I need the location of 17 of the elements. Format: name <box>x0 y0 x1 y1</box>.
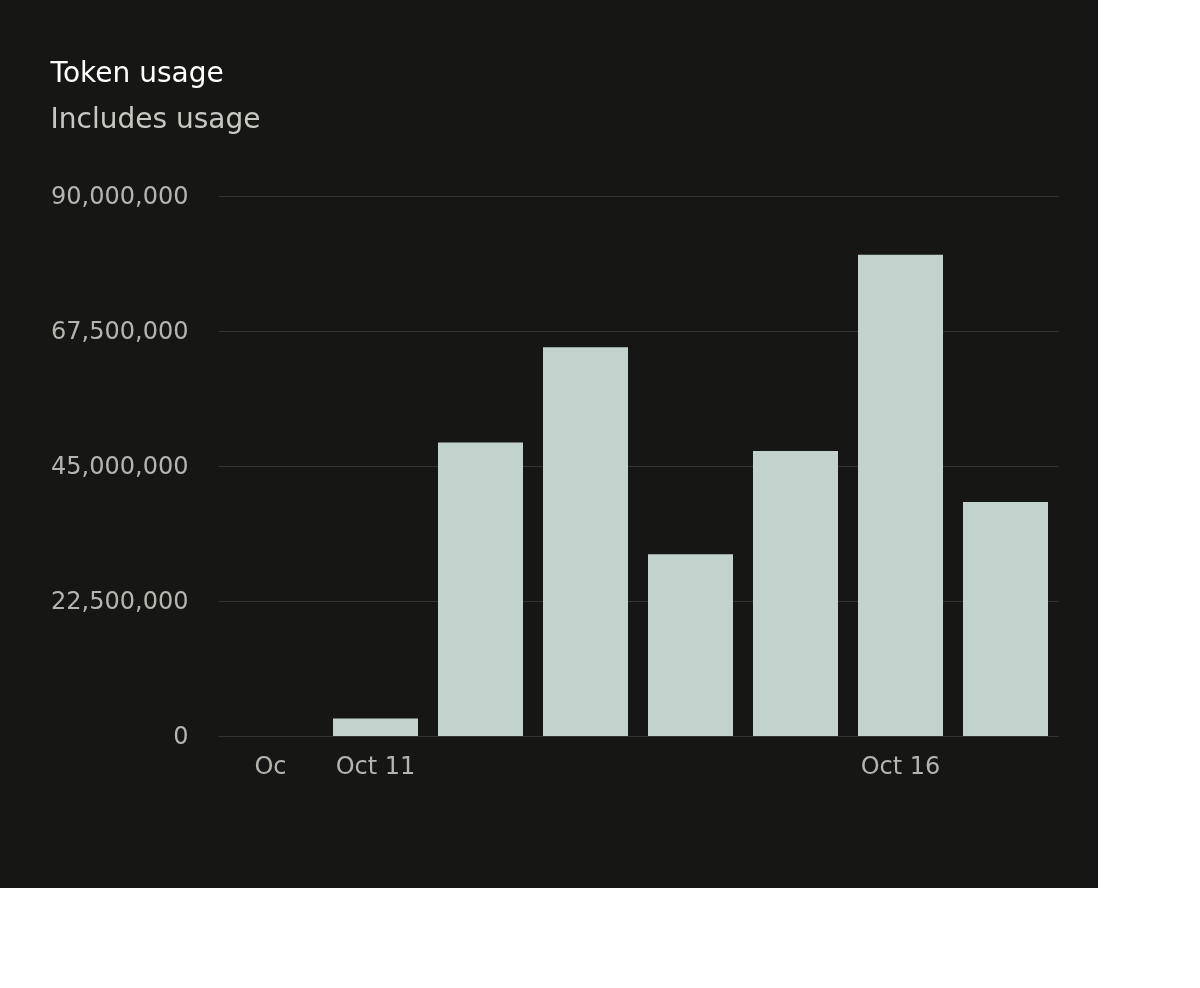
y-tick-label: 22,500,000 <box>51 586 189 615</box>
bar <box>333 718 418 736</box>
x-tick-label: Oct 16 <box>860 751 941 780</box>
x-tick-label: Oct 11 <box>335 751 416 780</box>
chart-subtitle: Includes usage <box>50 102 261 135</box>
bar <box>543 347 628 736</box>
bar <box>963 502 1048 736</box>
bar <box>648 554 733 736</box>
y-tick-label: 90,000,000 <box>51 181 189 210</box>
y-tick-label: 45,000,000 <box>51 451 189 480</box>
x-tick-label: Oc <box>254 751 287 780</box>
bar <box>753 451 838 736</box>
bar <box>438 442 523 736</box>
y-tick-label: 0 <box>173 721 189 750</box>
bar <box>858 254 943 736</box>
y-tick-label: 67,500,000 <box>51 316 189 345</box>
chart-title: Token usage <box>49 56 224 89</box>
